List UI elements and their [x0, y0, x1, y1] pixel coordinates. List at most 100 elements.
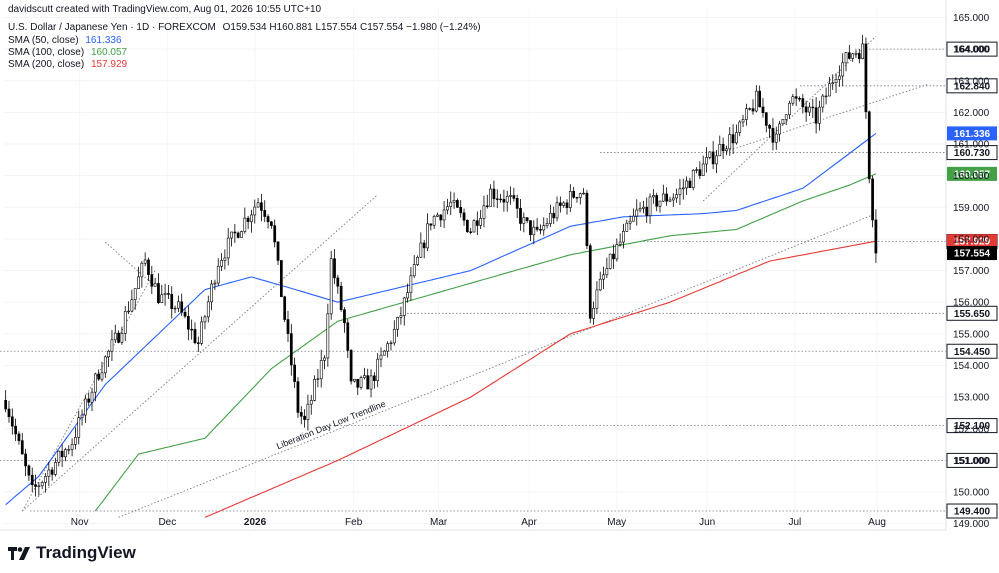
candle-body-down: [665, 193, 669, 202]
trendline-3: [118, 213, 877, 518]
candle-body-down: [196, 342, 200, 344]
candle-body-down: [296, 381, 300, 413]
candle-body-up: [675, 194, 678, 199]
candle: [100, 361, 104, 382]
candle: [316, 368, 320, 388]
y-tick-label: 150.000: [953, 488, 990, 499]
candle: [253, 199, 257, 224]
sma-legend-50[interactable]: SMA (50, close) 161.336: [8, 35, 122, 47]
candle: [542, 217, 546, 236]
candle: [522, 212, 526, 233]
candle-body-down: [485, 205, 489, 207]
sma-legend-100[interactable]: SMA (100, close) 160.057: [8, 47, 127, 59]
candle: [459, 200, 463, 218]
candle: [349, 349, 353, 385]
candle: [429, 223, 433, 231]
candle-body-up: [595, 289, 599, 309]
candle: [120, 326, 124, 345]
candle: [731, 124, 735, 154]
candle-body-up: [632, 215, 635, 222]
candle: [456, 198, 459, 209]
level-label: 149.400: [954, 507, 991, 518]
tradingview-logo-text: TradingView: [36, 543, 136, 562]
trendline-0: [21, 194, 378, 512]
candle-body-up: [243, 217, 247, 232]
candle: [382, 350, 386, 356]
candle-body-up: [44, 476, 47, 483]
candle: [339, 281, 343, 312]
y-tick-label: 151.000: [953, 456, 990, 467]
candle-body-down: [771, 127, 775, 143]
y-tick-label: 156.000: [953, 298, 990, 309]
candle: [27, 464, 31, 481]
candle: [333, 249, 336, 285]
candle: [625, 219, 629, 232]
sma-price-box: [947, 166, 997, 181]
candle: [598, 271, 602, 292]
candle-body-up: [77, 417, 81, 438]
candle: [170, 286, 174, 319]
candle: [376, 353, 380, 388]
sma-200-value: 157.929: [90, 59, 128, 70]
candle-body-up: [143, 259, 147, 264]
candle-body-up: [642, 206, 645, 209]
candle: [791, 93, 795, 106]
y-tick-label: 158.000: [953, 234, 990, 245]
candle-body-down: [811, 106, 815, 109]
candle: [163, 283, 167, 306]
candle: [854, 50, 858, 59]
candle: [93, 372, 97, 402]
candle-body-down: [469, 231, 473, 233]
candle: [283, 295, 287, 323]
candle-body-up: [784, 114, 788, 120]
candle: [695, 167, 698, 174]
x-tick-label: Jun: [699, 517, 715, 528]
sma-legend-200[interactable]: SMA (200, close) 157.929: [8, 59, 127, 71]
candle: [539, 224, 542, 235]
candle-body-up: [392, 328, 396, 344]
candle: [595, 281, 599, 314]
candle: [226, 227, 230, 266]
y-tick-label: 149.000: [953, 519, 990, 530]
candle: [30, 467, 34, 492]
tradingview-logo[interactable]: TradingView: [8, 543, 136, 563]
candle-body-up: [446, 206, 449, 211]
candle: [509, 186, 512, 205]
y-tick-label: 162.000: [953, 108, 990, 119]
candlesticks: [4, 34, 878, 497]
candle-body-down: [270, 221, 273, 226]
candle: [40, 480, 44, 490]
candle-body-up: [778, 123, 781, 135]
candle: [469, 227, 473, 235]
candle: [363, 367, 366, 380]
level-label-box: [946, 145, 998, 161]
level-label: 151.000: [954, 456, 991, 467]
candle: [37, 482, 41, 496]
sma-price-box: [947, 234, 997, 249]
candle: [263, 200, 267, 223]
candle-body-up: [745, 108, 748, 120]
candle: [555, 196, 559, 222]
candle-body-up: [382, 350, 386, 356]
candle: [638, 202, 642, 213]
candle: [828, 76, 831, 97]
candle: [84, 394, 87, 423]
candle-body-down: [283, 296, 287, 320]
candle-body-up: [838, 75, 841, 80]
candle-body-up: [319, 359, 323, 380]
candle: [97, 369, 101, 381]
candle: [761, 97, 765, 118]
candle-body-down: [475, 220, 479, 226]
current-price-label: 157.554: [954, 249, 991, 260]
candle: [279, 260, 283, 298]
sma-50-value: 161.336: [85, 35, 122, 46]
candle: [20, 432, 24, 455]
candle-body-down: [60, 450, 64, 458]
candle-body-up: [64, 449, 67, 458]
candle: [495, 189, 499, 209]
candle: [296, 377, 300, 418]
candle: [701, 155, 705, 176]
candle: [525, 217, 529, 224]
candle-body-up: [648, 196, 652, 216]
